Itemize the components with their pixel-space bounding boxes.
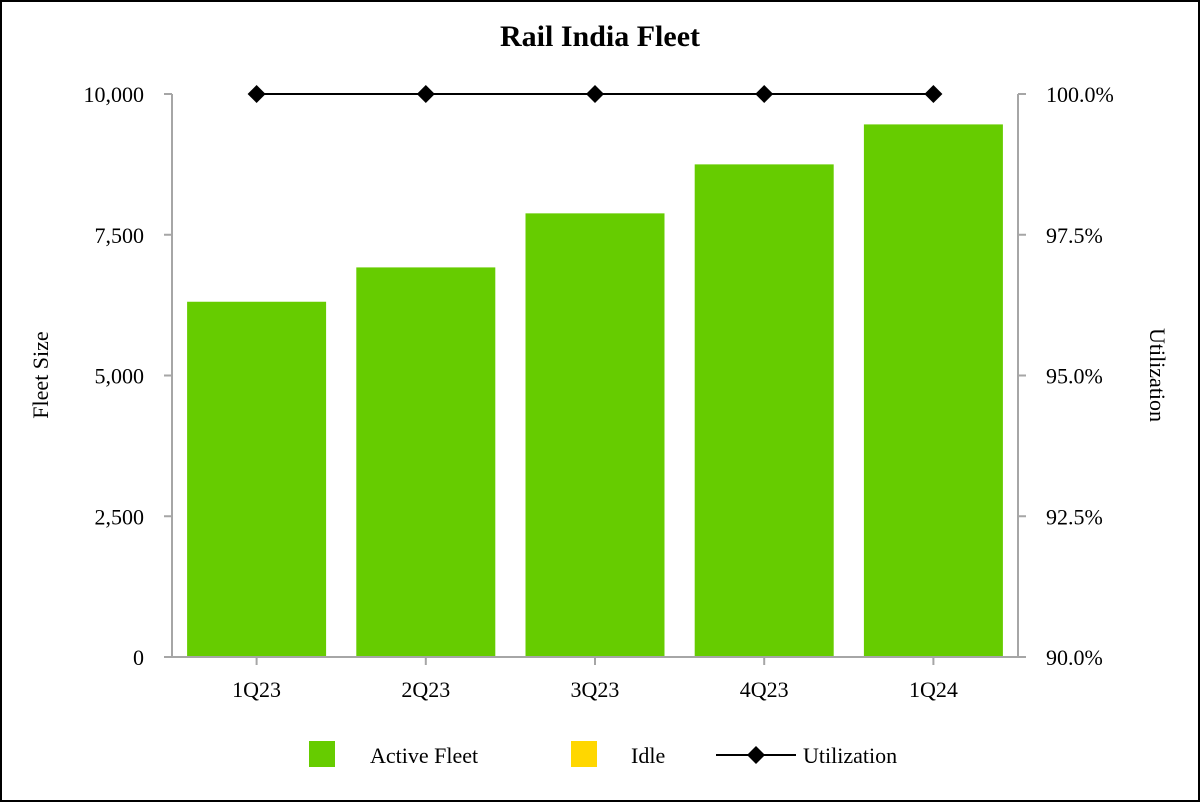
marker-utilization-1q23 xyxy=(247,85,266,103)
chart-title: Rail India Fleet xyxy=(500,20,700,53)
legend: Active Fleet Idle Utilization xyxy=(309,741,897,768)
legend-label-idle: Idle xyxy=(631,743,665,768)
y-tick-label-1: 2,500 xyxy=(95,504,145,529)
y2-tick-label-2: 95.0% xyxy=(1046,364,1103,389)
marker-utilization-2q23 xyxy=(416,85,435,103)
y2-tick-label-3: 97.5% xyxy=(1046,223,1103,248)
y2-tick-label-1: 92.5% xyxy=(1046,504,1103,529)
bar-active-fleet-1q24 xyxy=(863,124,1003,658)
x-tick-label-0: 1Q23 xyxy=(232,677,281,702)
x-tick-label-3: 4Q23 xyxy=(740,677,789,702)
bar-active-fleet-2q23 xyxy=(356,267,496,657)
y-tick-label-4: 10,000 xyxy=(84,82,145,107)
x-tick-label-4: 1Q24 xyxy=(909,677,958,702)
bar-active-fleet-3q23 xyxy=(525,213,665,657)
bar-active-fleet-4q23 xyxy=(694,164,834,657)
y2-tick-label-4: 100.0% xyxy=(1046,82,1114,107)
y-tick-label-0: 0 xyxy=(133,645,144,670)
y2-axis-label: Utilization xyxy=(1145,328,1170,422)
x-tick-label-1: 2Q23 xyxy=(401,677,450,702)
plot-area: 0 2,500 5,000 7,500 10,000 90.0% 92.5% 95.0% 97.… xyxy=(84,82,1114,702)
legend-label-active-fleet: Active Fleet xyxy=(370,743,478,768)
marker-utilization-3q23 xyxy=(586,85,604,103)
y-tick-label-2: 5,000 xyxy=(95,364,145,389)
y-tick-label-3: 7,500 xyxy=(95,223,145,248)
legend-marker-utilization xyxy=(747,746,765,764)
legend-swatch-active-fleet xyxy=(309,741,335,767)
bar-active-fleet-1q23 xyxy=(187,301,327,657)
x-tick-label-2: 3Q23 xyxy=(571,677,620,702)
marker-utilization-4q23 xyxy=(755,85,774,103)
y2-tick-label-0: 90.0% xyxy=(1046,645,1103,670)
legend-label-utilization: Utilization xyxy=(803,743,897,768)
y-axis-label: Fleet Size xyxy=(28,331,53,418)
legend-swatch-idle xyxy=(571,741,597,767)
marker-utilization-1q24 xyxy=(924,85,943,103)
